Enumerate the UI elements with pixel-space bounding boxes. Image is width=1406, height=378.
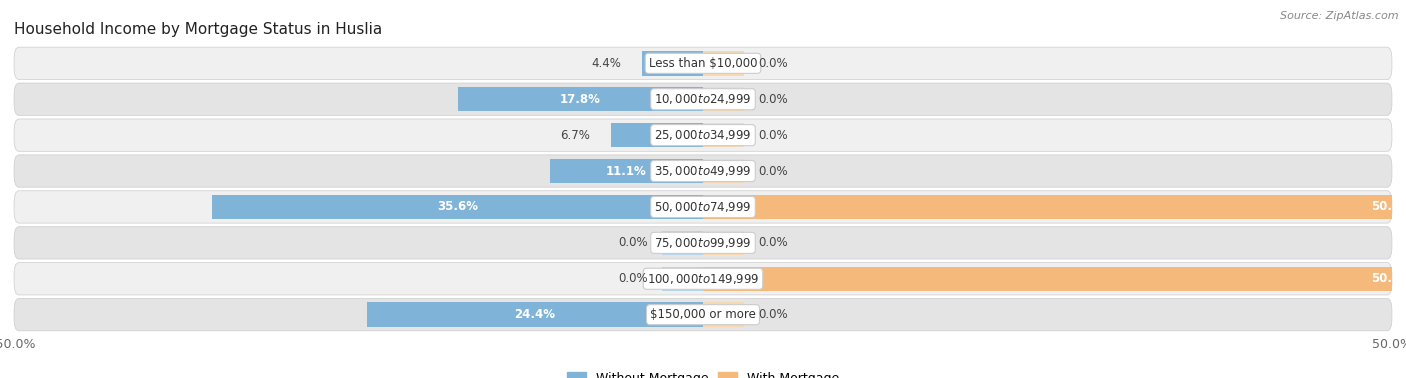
Bar — [703, 231, 744, 255]
Text: $75,000 to $99,999: $75,000 to $99,999 — [654, 236, 752, 250]
Text: 0.0%: 0.0% — [619, 272, 648, 285]
Bar — [703, 266, 1392, 291]
Bar — [610, 123, 703, 147]
FancyBboxPatch shape — [14, 227, 1392, 259]
Text: $150,000 or more: $150,000 or more — [650, 308, 756, 321]
Text: 0.0%: 0.0% — [758, 129, 787, 142]
Text: $25,000 to $34,999: $25,000 to $34,999 — [654, 128, 752, 142]
Text: $50,000 to $74,999: $50,000 to $74,999 — [654, 200, 752, 214]
Text: $35,000 to $49,999: $35,000 to $49,999 — [654, 164, 752, 178]
Bar — [703, 51, 744, 76]
Text: 50.0%: 50.0% — [1371, 200, 1406, 214]
FancyBboxPatch shape — [14, 191, 1392, 223]
Bar — [458, 87, 703, 112]
Legend: Without Mortgage, With Mortgage: Without Mortgage, With Mortgage — [562, 367, 844, 378]
Text: 24.4%: 24.4% — [515, 308, 555, 321]
Text: 0.0%: 0.0% — [619, 236, 648, 249]
Text: 11.1%: 11.1% — [606, 164, 647, 178]
Text: 0.0%: 0.0% — [758, 57, 787, 70]
Text: 0.0%: 0.0% — [758, 308, 787, 321]
Bar — [703, 123, 744, 147]
Bar — [703, 87, 744, 112]
Text: 35.6%: 35.6% — [437, 200, 478, 214]
Bar — [212, 195, 703, 219]
Bar — [550, 159, 703, 183]
Bar — [703, 159, 744, 183]
Text: 0.0%: 0.0% — [758, 93, 787, 106]
Text: 0.0%: 0.0% — [758, 164, 787, 178]
Bar — [703, 195, 1392, 219]
FancyBboxPatch shape — [14, 119, 1392, 151]
Bar — [703, 302, 744, 327]
FancyBboxPatch shape — [14, 47, 1392, 79]
Text: $10,000 to $24,999: $10,000 to $24,999 — [654, 92, 752, 106]
Text: 4.4%: 4.4% — [592, 57, 621, 70]
Text: Source: ZipAtlas.com: Source: ZipAtlas.com — [1281, 11, 1399, 21]
Text: $100,000 to $149,999: $100,000 to $149,999 — [647, 272, 759, 286]
FancyBboxPatch shape — [14, 263, 1392, 295]
Text: Less than $10,000: Less than $10,000 — [648, 57, 758, 70]
Text: 0.0%: 0.0% — [758, 236, 787, 249]
Bar — [662, 231, 703, 255]
FancyBboxPatch shape — [14, 299, 1392, 331]
Bar — [643, 51, 703, 76]
Text: 50.0%: 50.0% — [1371, 272, 1406, 285]
Text: 17.8%: 17.8% — [560, 93, 600, 106]
FancyBboxPatch shape — [14, 83, 1392, 115]
Bar — [367, 302, 703, 327]
FancyBboxPatch shape — [14, 155, 1392, 187]
Text: Household Income by Mortgage Status in Huslia: Household Income by Mortgage Status in H… — [14, 22, 382, 37]
Text: 6.7%: 6.7% — [560, 129, 591, 142]
Bar — [662, 266, 703, 291]
